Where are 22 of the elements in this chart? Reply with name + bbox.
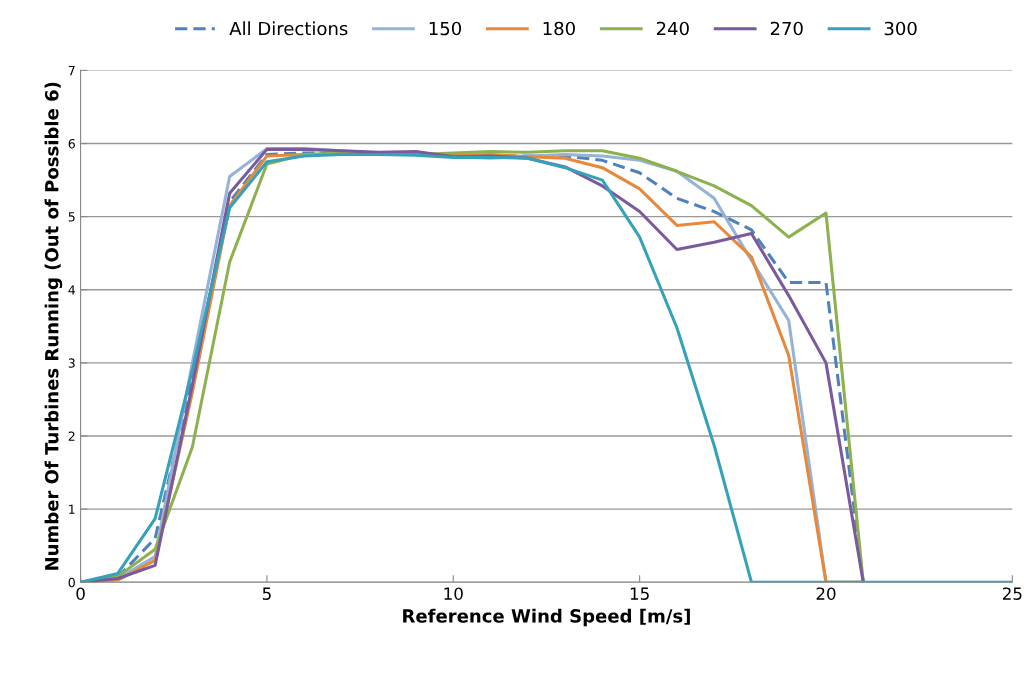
- legend-label: 240: [656, 21, 689, 36]
- legend-label: All Directions: [229, 21, 348, 36]
- x-tick-label: 5: [262, 587, 271, 600]
- x-tick-label: 15: [630, 587, 649, 600]
- x-tick-label: 20: [816, 587, 836, 600]
- legend-label: 270: [770, 21, 803, 36]
- y-tick-label: 1: [69, 504, 75, 514]
- legend-label: 150: [429, 21, 462, 36]
- x-tick-label: 10: [444, 587, 463, 600]
- y-tick-label: 6: [68, 139, 75, 149]
- y-tick-label: 3: [68, 358, 75, 368]
- x-tick-label: 0: [76, 587, 85, 600]
- legend-label: 300: [884, 21, 917, 36]
- y-tick-label: 7: [68, 66, 75, 76]
- legend-label: 180: [543, 21, 575, 36]
- y-tick-label: 0: [68, 577, 75, 588]
- y-tick-label: 4: [68, 285, 76, 295]
- x-tick-label: 25: [1002, 587, 1022, 600]
- y-tick-label: 2: [68, 431, 75, 441]
- y-tick-label: 5: [68, 212, 75, 222]
- x-axis-title: Reference Wind Speed [m/s]: [403, 608, 690, 627]
- y-axis-title: Number Of Turbines Running (Out of Possible 6): [44, 82, 63, 570]
